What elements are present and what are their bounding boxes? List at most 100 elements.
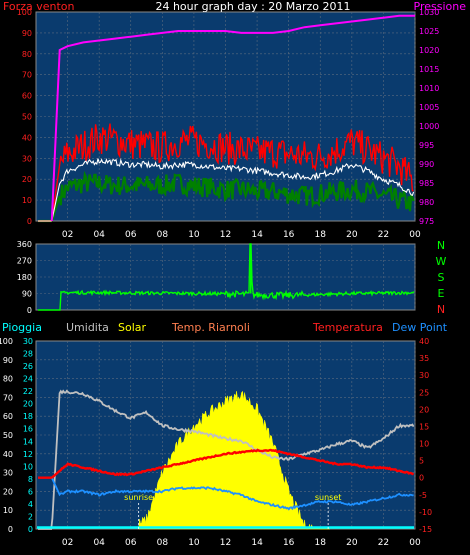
direction-tick-label: 90 — [22, 290, 32, 299]
legend-temp-riarnoli: Temp. Riarnoli — [171, 321, 250, 334]
rain-tick-label: 24 — [23, 375, 33, 384]
rain-tick-label: 14 — [23, 437, 33, 446]
humidity-tick-label: 80 — [3, 375, 13, 384]
humidity-tick-label: 90 — [3, 356, 13, 365]
panel-direction-series — [38, 243, 415, 311]
x-tick-label: 20 — [346, 538, 358, 548]
x-tick-label: 06 — [125, 538, 137, 548]
x-tick-label: 18 — [315, 538, 327, 548]
humidity-tick-label: 30 — [3, 469, 13, 478]
direction-tick-label: 360 — [17, 240, 32, 249]
x-tick-label: 16 — [283, 538, 295, 548]
wind-tick-label: 10 — [22, 196, 32, 205]
x-tick-label: 04 — [93, 230, 105, 240]
x-tick-label: 12 — [220, 230, 231, 240]
wind-axis-ticks: 0 10 20 30 40 50 60 70 80 90 100 — [17, 8, 32, 226]
direction-axis-ticks: 0 90 180 270 360 — [17, 240, 32, 315]
wind-tick-label: 80 — [22, 50, 32, 59]
direction-tick-label: 270 — [17, 257, 32, 266]
compass-label: S — [438, 271, 445, 284]
x-tick-label: 00 — [409, 230, 421, 240]
humidity-tick-label: 100 — [0, 337, 13, 346]
wind-tick-label: 20 — [22, 175, 32, 184]
pressure-tick-label: 1025 — [419, 27, 439, 36]
x-tick-label: 06 — [125, 230, 137, 240]
rain-tick-label: 26 — [23, 362, 33, 371]
x-tick-label: 22 — [378, 538, 389, 548]
humidity-tick-label: 10 — [3, 506, 13, 515]
compass-label: N — [437, 303, 445, 316]
rain-tick-label: 20 — [23, 400, 33, 409]
series-wind-gust — [38, 123, 414, 222]
compass-label: N — [437, 239, 445, 252]
wind-axis-label: Forza venton — [3, 0, 74, 13]
x-tick-label: 16 — [283, 230, 295, 240]
wind-tick-label: 40 — [22, 133, 32, 142]
pressure-tick-label: 985 — [419, 179, 434, 188]
series-temperature — [38, 448, 415, 479]
pressure-tick-label: 990 — [419, 160, 434, 169]
temperature-tick-label: 35 — [419, 354, 429, 363]
wind-tick-label: 30 — [22, 154, 32, 163]
humidity-tick-label: 60 — [3, 412, 13, 421]
x-tick-label: 10 — [188, 230, 200, 240]
temperature-tick-label: 20 — [419, 405, 429, 414]
rain-tick-label: 30 — [23, 337, 33, 346]
pressure-tick-label: 1010 — [419, 84, 439, 93]
legend-temperatura: Temperatura — [312, 321, 383, 334]
humidity-tick-label: 70 — [3, 393, 13, 402]
panel1-x-axis-ticks: 02 04 06 08 10 12 14 16 18 20 22 00 — [62, 230, 421, 240]
x-tick-label: 04 — [93, 538, 105, 548]
panel3-x-axis-ticks: 02 04 06 08 10 12 14 16 18 20 22 00 — [62, 538, 421, 548]
series-wind-direction — [38, 243, 415, 311]
rain-tick-label: 22 — [23, 387, 33, 396]
rain-tick-label: 2 — [28, 512, 33, 521]
temperature-tick-label: 15 — [419, 422, 429, 431]
rain-tick-label: 28 — [23, 350, 33, 359]
pressure-tick-label: 1020 — [419, 46, 439, 55]
wind-tick-label: 60 — [22, 92, 32, 101]
rain-tick-label: 16 — [23, 425, 33, 434]
legend-umidita: Umidita — [66, 321, 109, 334]
temperature-tick-label: -5 — [419, 491, 427, 500]
rain-tick-label: 10 — [23, 462, 33, 471]
temperature-axis-ticks: -15 -10 -5 0 5 10 15 20 25 30 35 40 — [419, 337, 432, 534]
x-tick-label: 22 — [378, 230, 389, 240]
temperature-tick-label: -10 — [419, 508, 432, 517]
humidity-tick-label: 20 — [3, 487, 13, 496]
humidity-axis-ticks: 0 10 20 30 40 50 60 70 80 90 100 — [0, 337, 13, 534]
sunrise-label: sunrise — [124, 493, 153, 502]
x-tick-label: 18 — [315, 230, 327, 240]
temperature-tick-label: 5 — [419, 457, 424, 466]
pressure-tick-label: 1000 — [419, 122, 439, 131]
direction-tick-label: 0 — [27, 306, 32, 315]
rain-tick-label: 8 — [28, 475, 33, 484]
pressure-tick-label: 980 — [419, 198, 434, 207]
series-solar — [138, 390, 330, 530]
x-tick-label: 12 — [220, 538, 231, 548]
pressure-tick-label: 995 — [419, 141, 434, 150]
direction-tick-label: 180 — [17, 273, 32, 282]
temperature-tick-label: 10 — [419, 440, 429, 449]
x-tick-label: 14 — [251, 230, 263, 240]
wind-tick-label: 0 — [27, 217, 32, 226]
temperature-tick-label: -15 — [419, 525, 432, 534]
x-tick-label: 08 — [157, 230, 169, 240]
rain-tick-label: 0 — [28, 525, 33, 534]
rain-tick-label: 18 — [23, 412, 33, 421]
pressure-axis-label: Pressione — [414, 0, 467, 13]
humidity-tick-label: 0 — [8, 525, 13, 534]
sun-markers: sunrise sunset — [124, 493, 341, 529]
pressure-tick-label: 1005 — [419, 103, 439, 112]
wind-tick-label: 70 — [22, 71, 32, 80]
series-wind-min — [38, 170, 415, 223]
compass-label: E — [438, 287, 445, 300]
pressure-tick-label: 975 — [419, 217, 434, 226]
temperature-tick-label: 40 — [419, 337, 429, 346]
x-tick-label: 10 — [188, 538, 200, 548]
legend-solar: Solar — [118, 321, 147, 334]
legend-dew-point: Dew Point — [392, 321, 448, 334]
